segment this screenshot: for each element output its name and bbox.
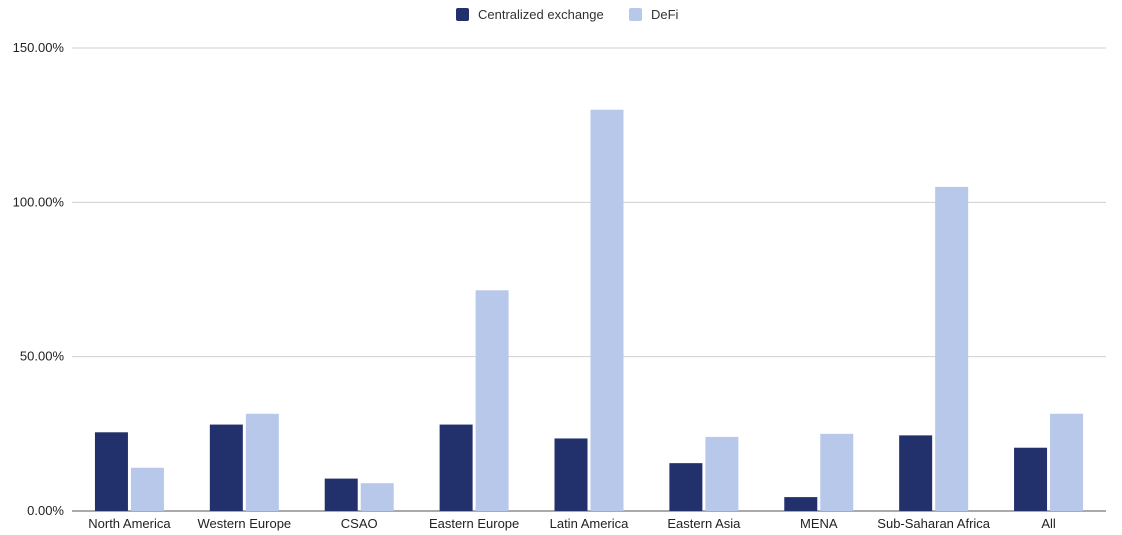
bar-centralized-exchange-mena — [784, 497, 818, 511]
legend-label: Centralized exchange — [478, 7, 604, 22]
legend: Centralized exchange DeFi — [456, 7, 679, 22]
bar-defi-csao — [360, 483, 394, 511]
x-tick-label: Sub-Saharan Africa — [877, 516, 991, 531]
x-tick-label: All — [1041, 516, 1056, 531]
bar-defi-sub-saharan-africa — [935, 186, 969, 511]
x-tick-label: Latin America — [550, 516, 630, 531]
bars — [94, 109, 1084, 511]
legend-swatch — [456, 8, 469, 21]
y-axis: 0.00% 50.00% 100.00% 150.00% — [13, 40, 65, 518]
bar-defi-latin-america — [590, 109, 624, 511]
bar-defi-all — [1050, 413, 1084, 511]
x-tick-label: North America — [88, 516, 171, 531]
bar-centralized-exchange-north-america — [94, 432, 128, 511]
bar-centralized-exchange-sub-saharan-africa — [899, 435, 933, 511]
x-axis: North America Western Europe CSAO Eastern E… — [88, 516, 1056, 531]
bar-centralized-exchange-all — [1014, 447, 1048, 511]
x-tick-label: Eastern Europe — [429, 516, 519, 531]
bar-centralized-exchange-csao — [324, 478, 358, 511]
bar-defi-north-america — [130, 467, 164, 511]
bar-defi-mena — [820, 433, 854, 511]
legend-swatch — [629, 8, 642, 21]
bar-defi-eastern-asia — [705, 436, 739, 511]
legend-label: DeFi — [651, 7, 679, 22]
y-tick-label: 150.00% — [13, 40, 65, 55]
bar-defi-western-europe — [245, 413, 279, 511]
bar-centralized-exchange-western-europe — [209, 424, 243, 511]
x-tick-label: Western Europe — [197, 516, 291, 531]
bar-centralized-exchange-eastern-europe — [439, 424, 473, 511]
y-tick-label: 100.00% — [13, 194, 65, 209]
bar-defi-eastern-europe — [475, 290, 509, 511]
y-tick-label: 0.00% — [27, 503, 64, 518]
bar-centralized-exchange-eastern-asia — [669, 463, 703, 511]
x-tick-label: MENA — [800, 516, 838, 531]
gridlines — [72, 47, 1106, 512]
x-tick-label: CSAO — [341, 516, 378, 531]
y-tick-label: 50.00% — [20, 349, 65, 364]
bar-centralized-exchange-latin-america — [554, 438, 588, 511]
x-tick-label: Eastern Asia — [667, 516, 741, 531]
